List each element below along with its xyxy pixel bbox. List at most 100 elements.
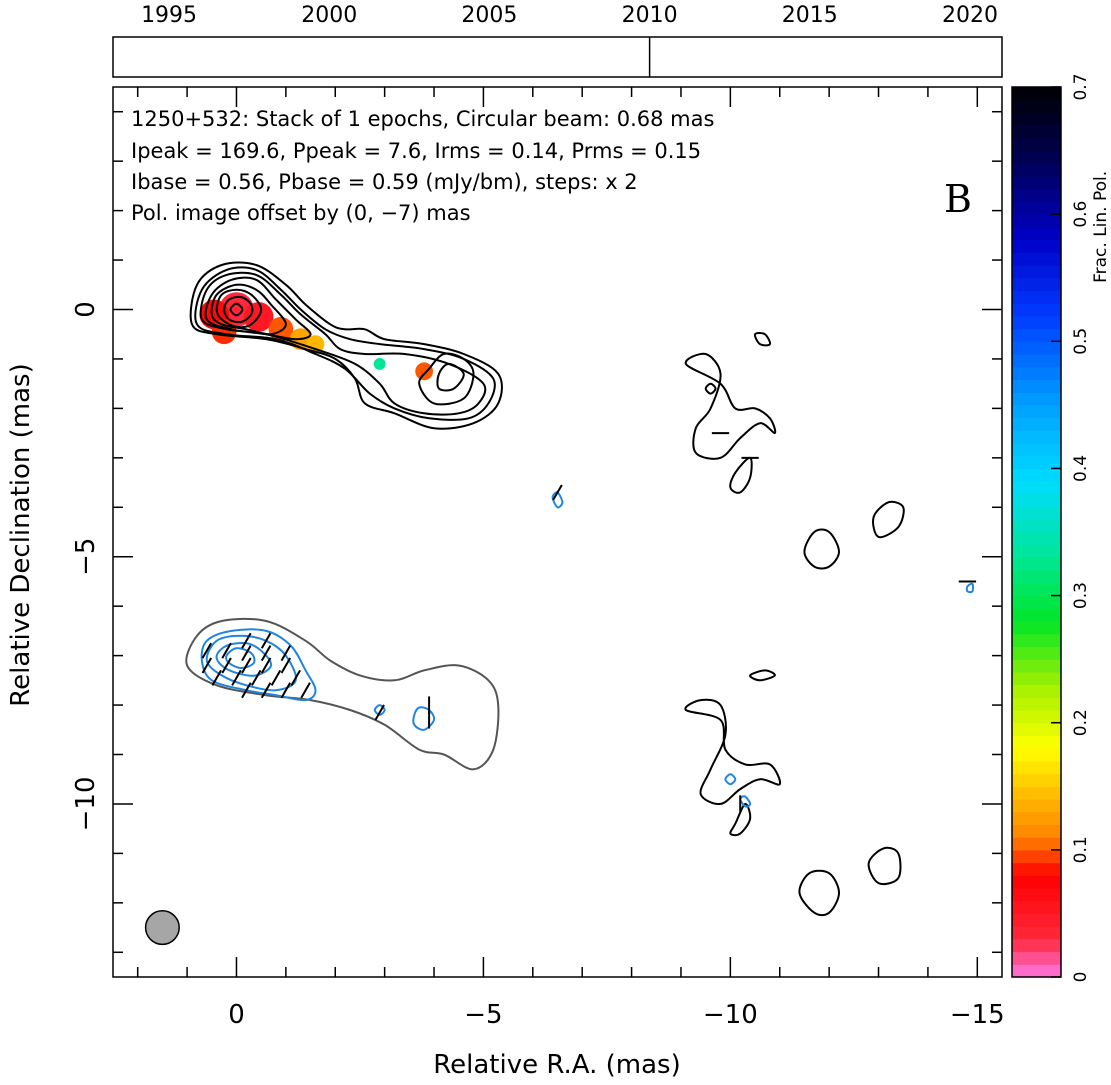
colorbar-step <box>1012 875 1061 889</box>
colorbar-step <box>1012 913 1061 927</box>
colorbar-step <box>1012 684 1061 698</box>
epoch-frame <box>112 36 1003 78</box>
colorbar-step <box>1012 697 1061 711</box>
colorbar-step <box>1012 646 1061 660</box>
intensity-contour <box>199 271 487 416</box>
intensity-contour <box>798 869 841 917</box>
colorbar-step <box>1012 760 1061 775</box>
intensity-contour <box>729 456 753 494</box>
evpa-tick <box>280 645 292 662</box>
colorbar-step <box>1012 748 1061 762</box>
colorbar-step <box>1012 710 1061 724</box>
evpa-tick <box>260 657 272 674</box>
annotation-line-1: 1250+532: Stack of 1 epochs, Circular be… <box>131 107 714 131</box>
evpa-tick <box>374 704 385 721</box>
colorbar-step <box>1012 519 1061 533</box>
colorbar-step <box>1012 786 1061 800</box>
polarized-intensity-contour <box>724 773 737 786</box>
intensity-contour <box>418 352 475 406</box>
polarized-intensity-contour <box>412 706 436 731</box>
colorbar-tick-label: 0.2 <box>1071 709 1091 736</box>
epoch-tick-label: 2010 <box>622 3 678 28</box>
polarized-intensity-contour <box>200 628 317 702</box>
evpa-tick <box>241 632 252 649</box>
y-tick-label: −5 <box>71 538 101 576</box>
colorbar-step <box>1012 328 1061 342</box>
colorbar-step <box>1012 532 1061 546</box>
evpa-tick <box>260 632 272 649</box>
polarized-intensity-contour <box>205 634 297 692</box>
colorbar-step <box>1012 799 1061 813</box>
evpa-tick <box>201 657 213 674</box>
intensity-contour <box>204 276 312 341</box>
intensity-contour <box>223 295 254 324</box>
intensity-contour <box>194 266 496 421</box>
evpa-tick <box>260 645 272 662</box>
colorbar-tick-label: 0.7 <box>1071 73 1091 100</box>
colorbar-step <box>1012 926 1061 940</box>
y-tick-label: −10 <box>71 777 101 832</box>
colorbar-step <box>1012 277 1061 292</box>
colorbar-step <box>1012 735 1061 749</box>
y-axis-label: Relative Declination (mas) <box>6 363 36 706</box>
colorbar-step <box>1012 201 1061 215</box>
colorbar-step <box>1012 862 1061 876</box>
colorbar-step <box>1012 265 1061 279</box>
colorbar-step <box>1012 938 1061 953</box>
polarized-intensity-contour <box>551 491 564 509</box>
colorbar-step <box>1012 481 1061 495</box>
colorbar-step <box>1012 417 1061 431</box>
colorbar-step <box>1012 773 1061 787</box>
colorbar-step <box>1012 544 1061 559</box>
x-tick-label: −5 <box>464 1000 502 1030</box>
colorbar-step <box>1012 176 1061 190</box>
intensity-contour <box>753 332 772 347</box>
evpa-tick <box>201 642 213 659</box>
colorbar-step <box>1012 837 1061 851</box>
x-tick-label: −15 <box>950 1000 1005 1030</box>
intensity-contour <box>729 802 752 837</box>
epoch-tick-label: 2000 <box>301 3 357 28</box>
colorbar-step <box>1012 595 1061 609</box>
colorbar-step <box>1012 671 1061 686</box>
colorbar-step <box>1012 303 1061 317</box>
intensity-contour <box>684 352 777 460</box>
evpa-tick <box>221 657 232 674</box>
colorbar-step <box>1012 888 1061 902</box>
colorbar-tick-label: 0 <box>1071 972 1091 983</box>
evpa-tick <box>270 669 282 686</box>
axis-ticks <box>113 87 1002 977</box>
evpa-tick <box>221 642 232 659</box>
intensity-contours <box>189 261 905 917</box>
colorbar: 0 0.1 0.2 0.3 0.4 0.5 0.6 0.7 Frac. Lin. Pol. <box>1011 73 1111 983</box>
epoch-tick-label: 1995 <box>141 3 197 28</box>
polarized-intensity-contour <box>965 582 974 594</box>
colorbar-step <box>1012 951 1061 965</box>
epoch-tick-label: 2005 <box>461 3 517 28</box>
colorbar-step <box>1012 824 1061 838</box>
intensity-contour <box>210 283 287 336</box>
colorbar-step <box>1012 214 1061 228</box>
intensity-contour <box>749 669 776 682</box>
intensity-contour <box>229 302 244 317</box>
colorbar-step <box>1012 557 1061 571</box>
annotation-line-3: Ibase = 0.56, Pbase = 0.59 (mJy/bm), ste… <box>131 170 638 194</box>
x-axis-label: Relative R.A. (mas) <box>433 1050 680 1080</box>
colorbar-tick-label: 0.3 <box>1071 582 1091 609</box>
colorbar-tick-label: 0.4 <box>1071 455 1091 482</box>
colorbar-step <box>1012 811 1061 826</box>
colorbar-step <box>1012 87 1061 101</box>
evpa-tick <box>280 657 292 674</box>
epoch-tick-label: 2020 <box>942 3 998 28</box>
colorbar-step <box>1012 468 1061 482</box>
annotation-line-4: Pol. image offset by (0, −7) mas <box>131 201 471 225</box>
epoch-tick-label: 2015 <box>782 3 838 28</box>
y-tick-label: 0 <box>71 301 101 318</box>
colorbar-step <box>1012 252 1061 266</box>
colorbar-step <box>1012 99 1061 114</box>
colorbar-step <box>1012 354 1061 368</box>
colorbar-step <box>1012 582 1061 597</box>
evpa-tick <box>280 682 292 699</box>
colorbar-step <box>1012 964 1061 978</box>
